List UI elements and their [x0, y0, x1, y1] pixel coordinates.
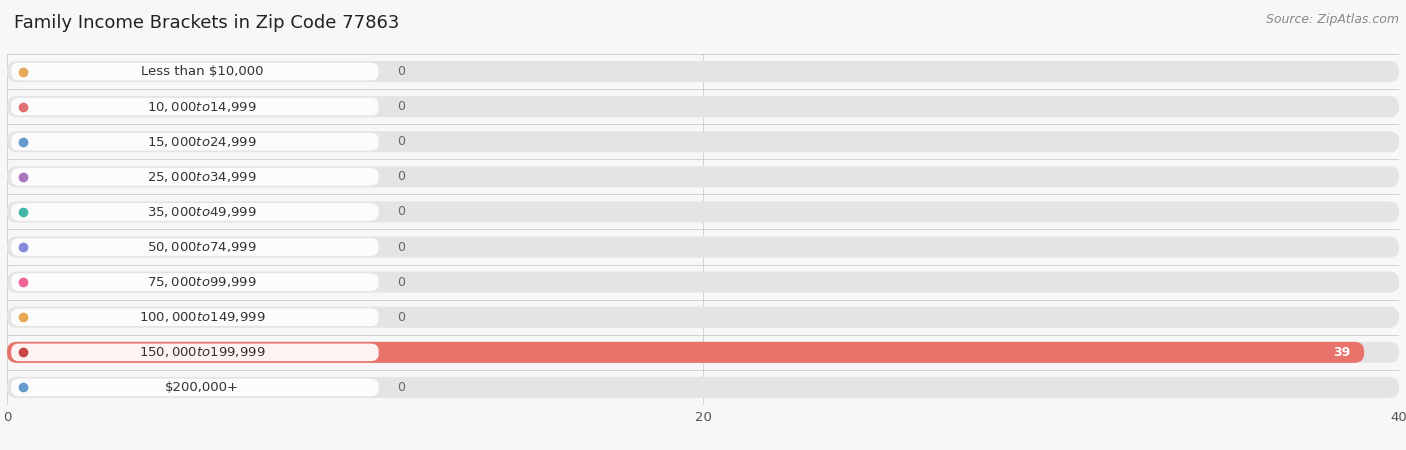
Text: 0: 0 [396, 135, 405, 148]
Text: 0: 0 [396, 276, 405, 288]
Text: Family Income Brackets in Zip Code 77863: Family Income Brackets in Zip Code 77863 [14, 14, 399, 32]
Text: $75,000 to $99,999: $75,000 to $99,999 [148, 275, 257, 289]
Text: $25,000 to $34,999: $25,000 to $34,999 [148, 170, 257, 184]
Text: $100,000 to $149,999: $100,000 to $149,999 [139, 310, 266, 324]
Text: 0: 0 [396, 65, 405, 78]
Text: Source: ZipAtlas.com: Source: ZipAtlas.com [1265, 14, 1399, 27]
Text: 0: 0 [396, 241, 405, 253]
Text: $35,000 to $49,999: $35,000 to $49,999 [148, 205, 257, 219]
FancyBboxPatch shape [11, 168, 378, 185]
Text: 0: 0 [396, 206, 405, 218]
Text: $50,000 to $74,999: $50,000 to $74,999 [148, 240, 257, 254]
FancyBboxPatch shape [11, 98, 378, 115]
FancyBboxPatch shape [7, 61, 1399, 82]
FancyBboxPatch shape [11, 133, 378, 150]
FancyBboxPatch shape [11, 63, 378, 80]
Text: 39: 39 [1333, 346, 1350, 359]
FancyBboxPatch shape [11, 309, 378, 326]
FancyBboxPatch shape [7, 131, 1399, 152]
FancyBboxPatch shape [11, 379, 378, 396]
FancyBboxPatch shape [7, 272, 1399, 292]
Text: 0: 0 [396, 100, 405, 113]
FancyBboxPatch shape [11, 238, 378, 256]
Text: 0: 0 [396, 171, 405, 183]
Text: $150,000 to $199,999: $150,000 to $199,999 [139, 345, 266, 360]
Text: 0: 0 [396, 381, 405, 394]
FancyBboxPatch shape [7, 96, 1399, 117]
FancyBboxPatch shape [7, 307, 1399, 328]
FancyBboxPatch shape [7, 342, 1364, 363]
FancyBboxPatch shape [7, 377, 1399, 398]
FancyBboxPatch shape [7, 237, 1399, 257]
Text: Less than $10,000: Less than $10,000 [141, 65, 263, 78]
Text: $10,000 to $14,999: $10,000 to $14,999 [148, 99, 257, 114]
FancyBboxPatch shape [7, 342, 1399, 363]
FancyBboxPatch shape [7, 202, 1399, 222]
FancyBboxPatch shape [11, 273, 378, 291]
FancyBboxPatch shape [11, 344, 378, 361]
Text: 0: 0 [396, 311, 405, 324]
FancyBboxPatch shape [11, 203, 378, 221]
Text: $15,000 to $24,999: $15,000 to $24,999 [148, 135, 257, 149]
Text: $200,000+: $200,000+ [166, 381, 239, 394]
FancyBboxPatch shape [7, 166, 1399, 187]
